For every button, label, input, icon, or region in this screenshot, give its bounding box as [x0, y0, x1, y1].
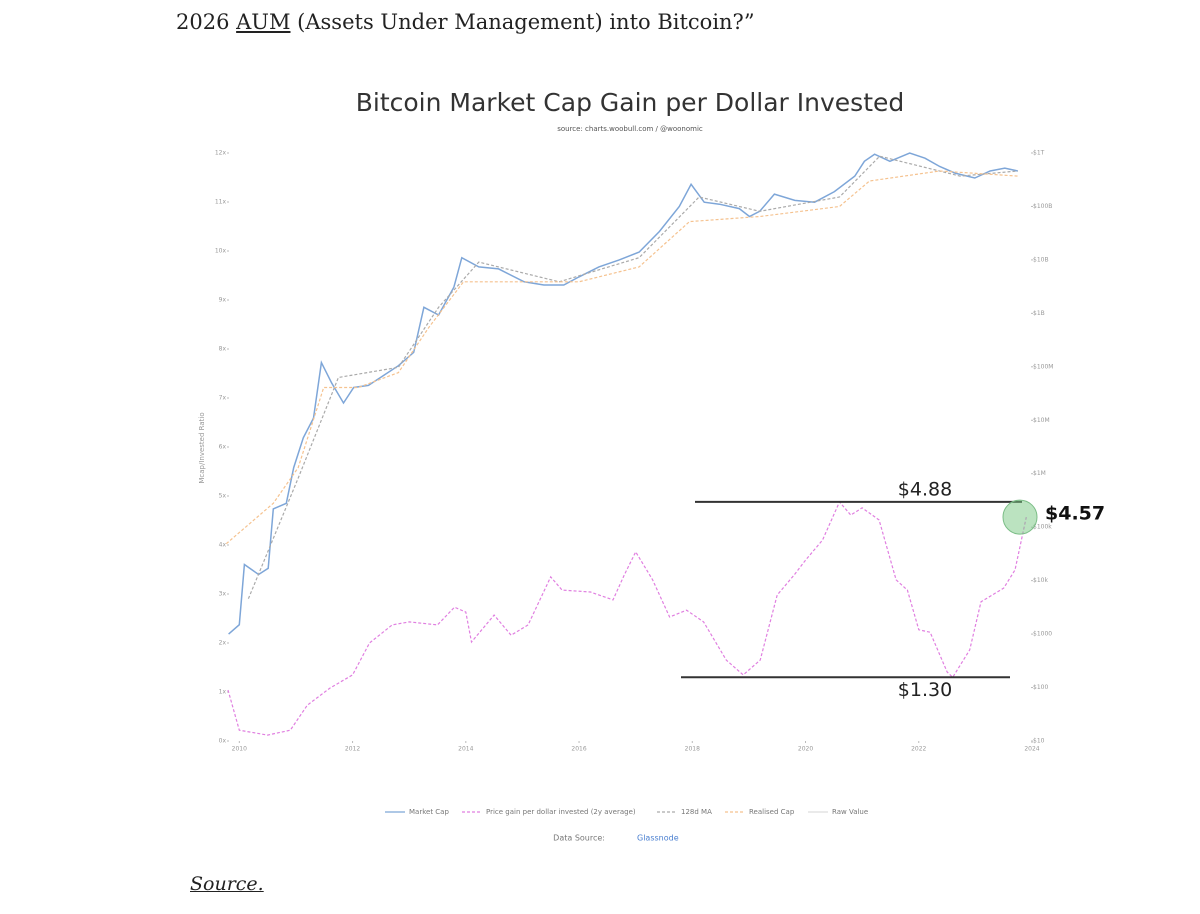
legend-label: Price gain per dollar invested (2y avera… [486, 808, 636, 816]
y-tick-label: 5x [219, 493, 227, 500]
y-tick-label: 1x [219, 689, 227, 696]
x-tick-label: 2014 [458, 746, 473, 753]
y2-tick-label: $10 [1033, 738, 1045, 745]
data-source-link[interactable]: Glassnode [637, 834, 679, 843]
x-tick-label: 2012 [345, 746, 360, 753]
y-tick-label: 7x [219, 395, 227, 402]
chart-subtitle: source: charts.woobull.com / @woonomic [557, 125, 703, 133]
legend-label: 128d MA [681, 808, 712, 816]
x-tick-label: 2018 [685, 746, 700, 753]
source: Source. [190, 873, 264, 895]
y-axis-title: Mcap/Invested Ratio [198, 412, 206, 483]
y2-tick-label: $10k [1033, 577, 1048, 584]
text: 2026 [176, 10, 237, 34]
annotation-label: $4.57 [1045, 503, 1105, 525]
series-line [247, 155, 1018, 599]
annotation-marker [1002, 499, 1038, 535]
x-tick-label: 2016 [571, 746, 586, 753]
series-line [225, 170, 1018, 545]
text: (Assets Under Management) into Bitcoin?” [290, 10, 755, 34]
x-tick-label: 2020 [798, 746, 813, 753]
y2-tick-label: $1T [1033, 150, 1045, 157]
series-line [228, 152, 1018, 635]
y-tick-label: 8x [219, 346, 227, 353]
y-tick-label: 4x [219, 542, 227, 549]
link[interactable]: Source. [190, 873, 264, 895]
annotation-label: $1.30 [898, 679, 952, 701]
y2-tick-label: $1000 [1033, 631, 1052, 638]
series-line [227, 500, 1027, 736]
y-tick-label: 2x [219, 640, 227, 647]
x-tick-label: 2022 [911, 746, 926, 753]
x-tick-label: 2010 [232, 746, 247, 753]
legend-label: Market Cap [409, 808, 449, 816]
annotation-label: $4.88 [898, 478, 952, 500]
y2-tick-label: $10B [1033, 256, 1049, 263]
y2-tick-label: $1B [1033, 310, 1045, 317]
chart-title: Bitcoin Market Cap Gain per Dollar Inves… [356, 88, 905, 117]
y2-tick-label: $100M [1033, 363, 1053, 370]
link[interactable]: AUM [236, 10, 291, 34]
legend-label: Realised Cap [749, 808, 795, 816]
y-tick-label: 6x [219, 444, 227, 451]
y2-tick-label: $1M [1033, 470, 1046, 477]
data-source-label: Data Source: [553, 834, 605, 843]
y-tick-label: 12x [215, 150, 227, 157]
y2-tick-label: $100B [1033, 203, 1052, 210]
y2-tick-label: $10M [1033, 417, 1050, 424]
legend-label: Raw Value [832, 808, 868, 816]
y-tick-label: 0x [219, 738, 227, 745]
y-tick-label: 9x [219, 297, 227, 304]
y2-tick-label: $100k [1033, 524, 1052, 531]
x-tick-label: 2024 [1024, 746, 1039, 753]
y-tick-label: 10x [215, 248, 227, 255]
y2-tick-label: $100 [1033, 684, 1048, 691]
y-tick-label: 3x [219, 591, 227, 598]
paragraph: 2026 AUM (Assets Under Management) into … [176, 10, 755, 34]
y-tick-label: 11x [215, 199, 227, 206]
